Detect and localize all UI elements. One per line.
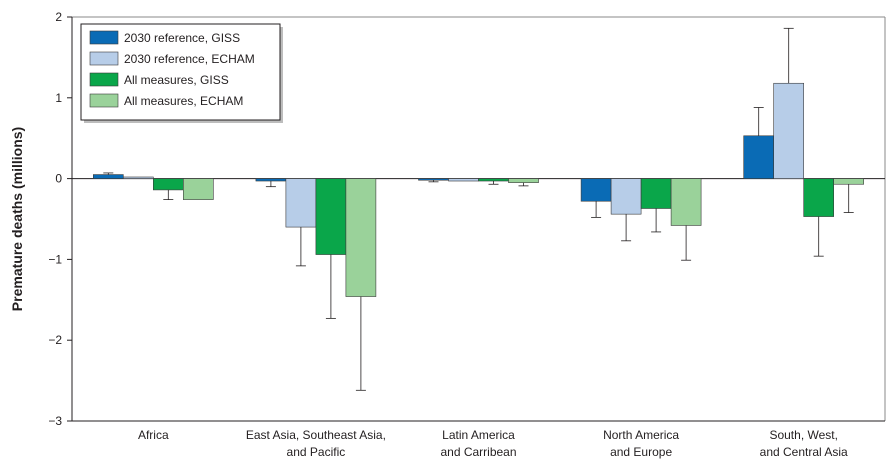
category-label: and Europe bbox=[610, 445, 672, 459]
category-label: and Central Asia bbox=[760, 445, 848, 459]
legend-swatch bbox=[89, 51, 119, 66]
bar bbox=[508, 178, 539, 183]
bar bbox=[315, 178, 347, 255]
bar bbox=[93, 174, 124, 179]
bar bbox=[580, 178, 612, 202]
y-tick-label: 0 bbox=[55, 172, 62, 186]
y-tick-label: 1 bbox=[55, 91, 62, 105]
category-label: South, West, bbox=[769, 428, 837, 442]
category-label: Africa bbox=[138, 428, 169, 442]
bar bbox=[743, 135, 775, 179]
bar bbox=[255, 178, 287, 182]
y-tick-label: 2 bbox=[55, 10, 62, 24]
bar bbox=[183, 178, 214, 200]
legend-label: 2030 reference, ECHAM bbox=[124, 52, 255, 66]
category-label: Latin America bbox=[442, 428, 515, 442]
legend-label: All measures, ECHAM bbox=[124, 94, 243, 108]
category-label: and Pacific bbox=[287, 445, 346, 459]
y-axis-label: Premature deaths (millions) bbox=[9, 127, 25, 311]
category-label: and Carribean bbox=[440, 445, 516, 459]
category-label: North America bbox=[603, 428, 679, 442]
legend-swatch bbox=[89, 30, 119, 45]
legend-swatch bbox=[89, 72, 119, 87]
bar bbox=[610, 178, 642, 215]
bar bbox=[803, 178, 835, 217]
bar bbox=[418, 178, 449, 181]
bar bbox=[833, 178, 865, 185]
y-tick-label: −2 bbox=[48, 333, 62, 347]
y-tick-label: −1 bbox=[48, 252, 62, 266]
bar bbox=[345, 178, 377, 297]
bar bbox=[123, 176, 154, 179]
legend-swatch bbox=[89, 93, 119, 108]
bar bbox=[448, 178, 479, 182]
bar bbox=[153, 178, 184, 191]
bar bbox=[478, 178, 509, 182]
y-tick-label: −3 bbox=[48, 414, 62, 428]
bar bbox=[773, 82, 805, 179]
bar bbox=[640, 178, 672, 209]
legend-label: All measures, GISS bbox=[124, 73, 229, 87]
category-label: East Asia, Southeast Asia, bbox=[246, 428, 386, 442]
bar bbox=[285, 178, 317, 228]
bar bbox=[670, 178, 702, 226]
legend-label: 2030 reference, GISS bbox=[124, 31, 240, 45]
